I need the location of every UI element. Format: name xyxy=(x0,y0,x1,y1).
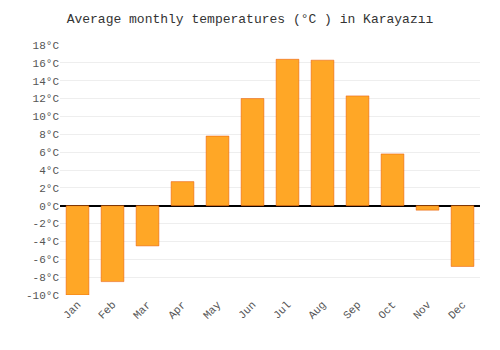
svg-text:Average monthly temperatures (: Average monthly temperatures (°C ) in Ka… xyxy=(67,12,434,27)
svg-text:2°C: 2°C xyxy=(39,183,59,195)
svg-text:0°C: 0°C xyxy=(39,201,59,213)
svg-text:-8°C: -8°C xyxy=(33,272,60,284)
svg-text:16°C: 16°C xyxy=(33,58,60,70)
svg-text:-10°C: -10°C xyxy=(26,290,59,302)
svg-text:Dec: Dec xyxy=(446,299,468,321)
svg-text:May: May xyxy=(201,299,224,322)
svg-text:Jun: Jun xyxy=(236,299,258,321)
svg-text:-2°C: -2°C xyxy=(33,218,60,230)
svg-text:-4°C: -4°C xyxy=(33,236,60,248)
svg-text:Jan: Jan xyxy=(61,299,83,321)
svg-text:Jul: Jul xyxy=(271,299,293,321)
svg-text:12°C: 12°C xyxy=(33,93,60,105)
svg-text:Aug: Aug xyxy=(306,299,328,321)
svg-text:4°C: 4°C xyxy=(39,165,59,177)
svg-text:Nov: Nov xyxy=(411,299,434,322)
svg-text:8°C: 8°C xyxy=(39,129,59,141)
svg-text:14°C: 14°C xyxy=(33,76,60,88)
svg-text:Sep: Sep xyxy=(341,299,363,321)
svg-text:Oct: Oct xyxy=(376,299,398,321)
svg-text:Apr: Apr xyxy=(166,299,188,321)
svg-text:Mar: Mar xyxy=(131,299,153,321)
svg-text:-6°C: -6°C xyxy=(33,254,60,266)
svg-text:18°C: 18°C xyxy=(33,40,60,52)
svg-text:Feb: Feb xyxy=(96,299,118,321)
svg-text:10°C: 10°C xyxy=(33,111,60,123)
svg-text:6°C: 6°C xyxy=(39,147,59,159)
